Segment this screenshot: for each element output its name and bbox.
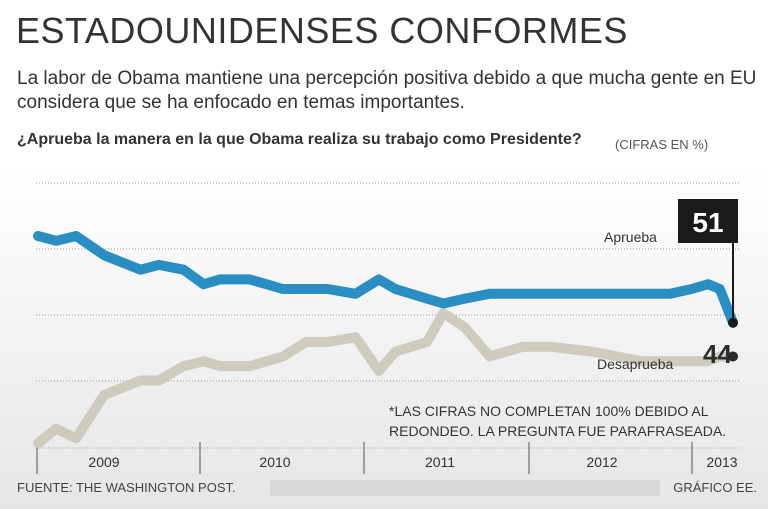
chart-footnote: *LAS CIFRAS NO COMPLETAN 100% DEBIDO AL …	[389, 403, 727, 439]
disapprove-series-label: Desaprueba	[597, 356, 673, 372]
x-tick-label-2011: 2011	[425, 454, 455, 470]
x-tick-label-2010: 2010	[259, 454, 290, 470]
series-labels: 51 44 Aprueba Desaprueba	[597, 199, 738, 372]
x-axis: 2009 2010 2011 2012 2013	[36, 442, 740, 474]
page-subtitle: La labor de Obama mantiene una percepció…	[17, 68, 757, 113]
page-title: ESTADOUNIDENSES CONFORMES	[16, 10, 628, 51]
x-tick-label-2012: 2012	[586, 454, 617, 470]
graphic-credit: GRÁFICO EE.	[673, 480, 757, 495]
disapprove-end-marker	[728, 351, 738, 362]
approve-value-label: 51	[692, 207, 723, 238]
approve-series-label: Aprueba	[604, 229, 657, 245]
units-label: (CIFRAS EN %)	[615, 137, 709, 152]
x-tick-label-2009: 2009	[88, 454, 119, 470]
x-tick-label-2013: 2013	[706, 454, 737, 470]
chart-background	[0, 170, 768, 509]
footer-bar	[270, 480, 660, 496]
footer: FUENTE: THE WASHINGTON POST. GRÁFICO EE.	[17, 480, 757, 500]
disapprove-line	[33, 308, 738, 449]
chart-question: ¿Aprueba la manera en la que Obama reali…	[17, 131, 582, 148]
approve-value-box	[678, 199, 738, 243]
disapprove-value-label: 44	[703, 339, 732, 369]
source-credit: FUENTE: THE WASHINGTON POST.	[17, 480, 236, 495]
series-lines	[33, 231, 738, 449]
approve-line	[33, 231, 738, 328]
